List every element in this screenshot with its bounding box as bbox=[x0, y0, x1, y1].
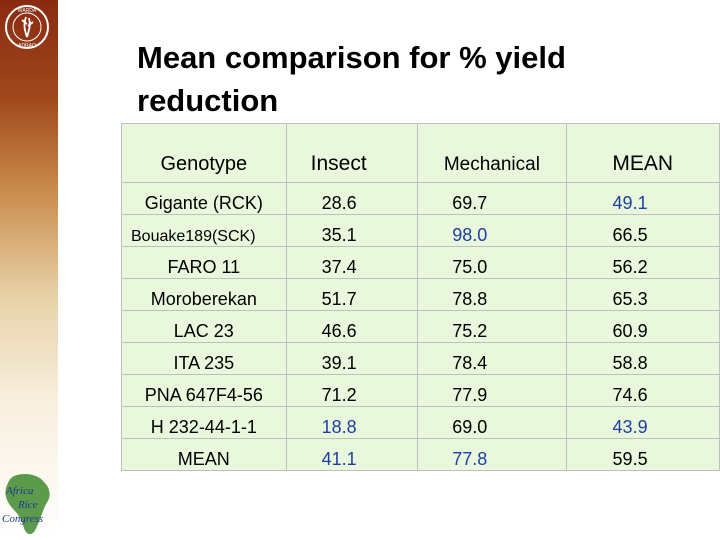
table-row: ITA 235 39.1 78.4 58.8 bbox=[121, 342, 720, 375]
cell-mechanical: 75.2 bbox=[417, 310, 567, 343]
cell-mean: 58.8 bbox=[565, 342, 720, 375]
cell-genotype: Moroberekan bbox=[121, 278, 287, 311]
logo-line-africa: Africa bbox=[5, 485, 34, 497]
table-row: Moroberekan 51.7 78.8 65.3 bbox=[121, 278, 720, 311]
warda-logo-text-bottom: ADRAO bbox=[18, 43, 36, 49]
header-genotype: Genotype bbox=[121, 123, 287, 183]
cell-mechanical: 77.8 bbox=[417, 438, 567, 471]
logo-line-rice: Rice bbox=[17, 499, 38, 511]
africa-rice-congress-logo-icon: Africa Rice Congress bbox=[2, 474, 50, 535]
cell-mechanical: 69.7 bbox=[417, 182, 567, 215]
cell-genotype: ITA 235 bbox=[121, 342, 287, 375]
cell-mechanical: 78.4 bbox=[417, 342, 567, 375]
cell-genotype: MEAN bbox=[121, 438, 287, 471]
warda-logo-text-top: WARDA bbox=[18, 8, 37, 14]
header-mechanical: Mechanical bbox=[417, 123, 567, 183]
table-row: Gigante (RCK) 28.6 69.7 49.1 bbox=[121, 182, 720, 215]
cell-genotype: Gigante (RCK) bbox=[121, 182, 287, 215]
cell-mechanical: 69.0 bbox=[417, 406, 567, 439]
cell-genotype: Bouake189(SCK) bbox=[121, 214, 287, 247]
cell-mechanical: 98.0 bbox=[417, 214, 567, 247]
cell-genotype: LAC 23 bbox=[121, 310, 287, 343]
sidebar-gradient: WARDA ADRAO Africa Rice Congress bbox=[0, 0, 58, 540]
yield-reduction-table: Genotype Insect Mechanical MEAN Gigante … bbox=[121, 123, 720, 471]
cell-mechanical: 77.9 bbox=[417, 374, 567, 407]
cell-mean: 65.3 bbox=[565, 278, 720, 311]
cell-insect: 51.7 bbox=[285, 278, 419, 311]
header-insect: Insect bbox=[285, 123, 419, 183]
cell-mean: 59.5 bbox=[565, 438, 720, 471]
cell-mean: 60.9 bbox=[565, 310, 720, 343]
warda-logo-icon: WARDA ADRAO bbox=[5, 5, 49, 49]
cell-mechanical: 78.8 bbox=[417, 278, 567, 311]
table-row: PNA 647F4-56 71.2 77.9 74.6 bbox=[121, 374, 720, 407]
cell-insect: 71.2 bbox=[285, 374, 419, 407]
cell-mean: 49.1 bbox=[565, 182, 720, 215]
cell-mean: 43.9 bbox=[565, 406, 720, 439]
logo-line-congress: Congress bbox=[2, 513, 43, 525]
table-row: Bouake189(SCK) 35.1 98.0 66.5 bbox=[121, 214, 720, 247]
cell-genotype: PNA 647F4-56 bbox=[121, 374, 287, 407]
cell-insect: 18.8 bbox=[285, 406, 419, 439]
cell-mean: 56.2 bbox=[565, 246, 720, 279]
table-header-row: Genotype Insect Mechanical MEAN bbox=[121, 123, 720, 183]
cell-insect: 28.6 bbox=[285, 182, 419, 215]
cell-mechanical: 75.0 bbox=[417, 246, 567, 279]
cell-insect: 41.1 bbox=[285, 438, 419, 471]
slide-title: Mean comparison for % yield reduction bbox=[137, 40, 566, 118]
cell-mean: 66.5 bbox=[565, 214, 720, 247]
cell-mean: 74.6 bbox=[565, 374, 720, 407]
cell-insect: 35.1 bbox=[285, 214, 419, 247]
table-row: FARO 11 37.4 75.0 56.2 bbox=[121, 246, 720, 279]
table-row: LAC 23 46.6 75.2 60.9 bbox=[121, 310, 720, 343]
cell-insect: 39.1 bbox=[285, 342, 419, 375]
header-mean: MEAN bbox=[565, 123, 720, 183]
cell-insect: 46.6 bbox=[285, 310, 419, 343]
cell-insect: 37.4 bbox=[285, 246, 419, 279]
table-row: MEAN 41.1 77.8 59.5 bbox=[121, 438, 720, 471]
cell-genotype: FARO 11 bbox=[121, 246, 287, 279]
cell-genotype: H 232-44-1-1 bbox=[121, 406, 287, 439]
table-row: H 232-44-1-1 18.8 69.0 43.9 bbox=[121, 406, 720, 439]
